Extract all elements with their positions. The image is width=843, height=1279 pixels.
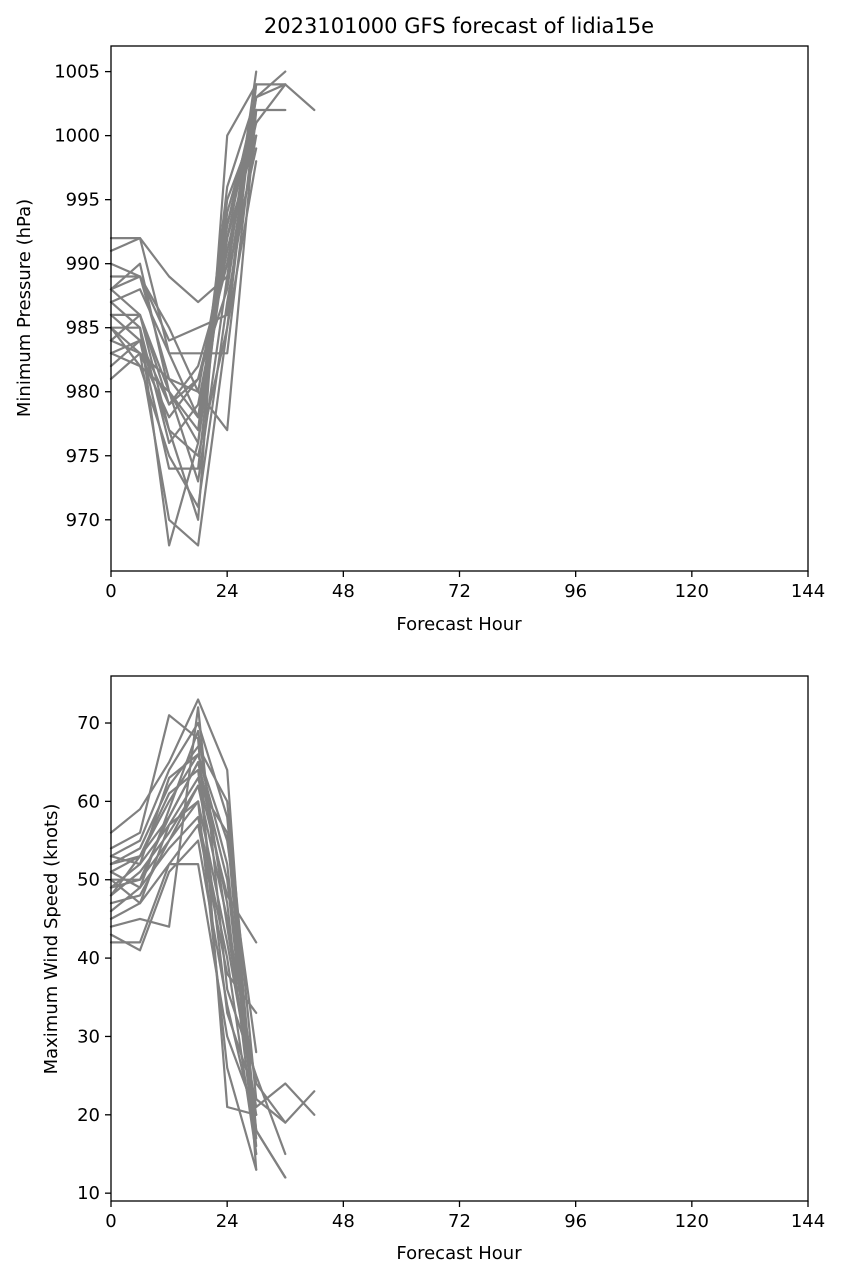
- pressure-series-line-16: [109, 108, 287, 432]
- pressure-panel: 2023101000 GFS forecast of lidia15e 0 24 4…: [14, 14, 825, 635]
- pressure-y-tick-label: 1005: [54, 62, 100, 83]
- wind-x-tick-label: 96: [564, 1211, 587, 1232]
- pressure-series-line-5: [109, 83, 258, 521]
- wind-series-line-13: [109, 862, 258, 1116]
- wind-y-tick-label: 60: [77, 791, 100, 812]
- wind-y-tick-label: 50: [77, 870, 100, 891]
- pressure-x-tick-label: 96: [564, 581, 587, 602]
- wind-series-line-0: [109, 698, 258, 1171]
- pressure-series-line-9: [109, 83, 258, 547]
- wind-y-axis-label: Maximum Wind Speed (knots): [41, 804, 62, 1075]
- pressure-y-ticks: 970 975 980 985 990 995 1000 1005: [54, 62, 111, 531]
- pressure-y-tick-label: 995: [66, 190, 100, 211]
- wind-x-tick-label: 0: [105, 1211, 116, 1232]
- pressure-x-axis-label: Forecast Hour: [396, 614, 522, 635]
- wind-y-ticks: 10 20 30 40 50 60 70: [77, 713, 111, 1204]
- wind-series-line-11: [109, 706, 287, 1156]
- wind-panel: 0 24 48 72 96 120 144 10 20 30 40 50 60 70 Forecast …: [41, 675, 825, 1264]
- pressure-series-line-18: [109, 108, 258, 393]
- pressure-y-tick-label: 975: [66, 446, 100, 467]
- pressure-series-line-6: [109, 134, 258, 547]
- pressure-x-tick-label: 24: [216, 581, 239, 602]
- wind-y-tick-label: 10: [77, 1183, 100, 1204]
- pressure-y-axis-label: Minimum Pressure (hPa): [14, 199, 35, 417]
- pressure-series-line-10: [109, 121, 258, 445]
- pressure-y-tick-label: 985: [66, 318, 100, 339]
- wind-series-line-8: [109, 800, 316, 1116]
- wind-series-line-16: [109, 753, 287, 1179]
- pressure-series-line-8: [109, 108, 258, 470]
- wind-series-line-1: [109, 714, 258, 1116]
- wind-series-line-17: [109, 784, 258, 1148]
- pressure-series-line-15: [109, 160, 258, 457]
- wind-x-tick-label: 144: [791, 1211, 825, 1232]
- wind-series-line-18: [109, 729, 258, 1116]
- wind-y-tick-label: 20: [77, 1105, 100, 1126]
- wind-series-line-2: [109, 721, 287, 1179]
- pressure-y-tick-label: 970: [66, 510, 100, 531]
- pressure-y-tick-label: 990: [66, 254, 100, 275]
- pressure-x-tick-label: 48: [332, 581, 355, 602]
- wind-x-tick-label: 24: [216, 1211, 239, 1232]
- wind-y-tick-label: 70: [77, 713, 100, 734]
- pressure-series-line-17: [109, 96, 258, 419]
- chart-title: 2023101000 GFS forecast of lidia15e: [264, 14, 654, 38]
- pressure-y-tick-label: 980: [66, 382, 100, 403]
- wind-x-tick-label: 48: [332, 1211, 355, 1232]
- pressure-series-group: [109, 70, 316, 547]
- wind-series-line-10: [109, 823, 258, 1015]
- pressure-x-tick-label: 0: [105, 581, 116, 602]
- pressure-x-tick-label: 144: [791, 581, 825, 602]
- pressure-x-tick-label: 72: [448, 581, 471, 602]
- wind-x-axis-label: Forecast Hour: [396, 1243, 522, 1264]
- pressure-x-ticks: 0 24 48 72 96 120 144: [105, 571, 825, 602]
- wind-y-tick-label: 40: [77, 948, 100, 969]
- wind-series-group: [109, 698, 316, 1179]
- pressure-y-tick-label: 1000: [54, 126, 100, 147]
- pressure-series-line-12: [109, 96, 258, 432]
- wind-x-ticks: 0 24 48 72 96 120 144: [105, 1201, 825, 1232]
- wind-x-tick-label: 72: [448, 1211, 471, 1232]
- pressure-series-line-13: [109, 134, 258, 509]
- wind-x-tick-label: 120: [675, 1211, 709, 1232]
- wind-series-line-19: [109, 761, 258, 1156]
- pressure-x-tick-label: 120: [675, 581, 709, 602]
- wind-series-line-15: [109, 768, 258, 1101]
- wind-y-tick-label: 30: [77, 1026, 100, 1047]
- pressure-series-line-19: [109, 147, 258, 483]
- wind-series-line-9: [109, 815, 258, 1156]
- pressure-series-line-1: [109, 108, 258, 355]
